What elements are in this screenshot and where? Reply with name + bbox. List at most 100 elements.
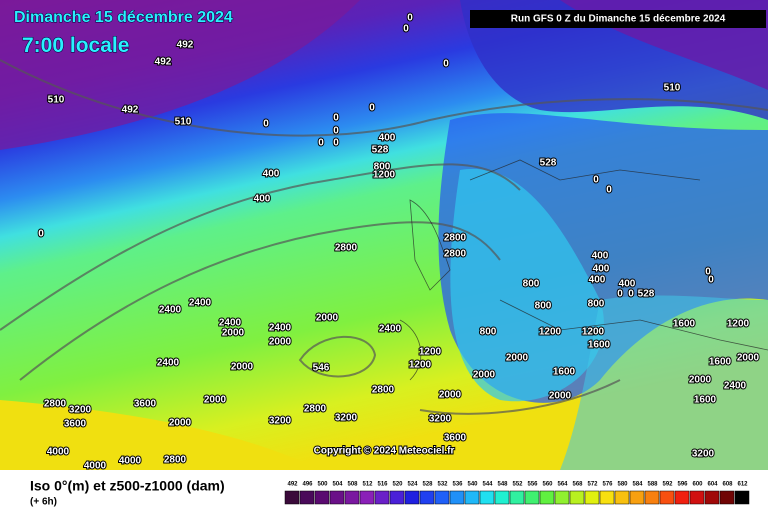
contour-label: 1200 (373, 170, 396, 181)
contour-label: 0 (403, 24, 409, 35)
contour-label: 400 (619, 279, 636, 290)
legend-swatch (404, 490, 420, 505)
contour-label: 528 (540, 158, 557, 169)
contour-label: 800 (588, 299, 605, 310)
legend-label: 560 (542, 482, 553, 488)
contour-label: 492 (155, 57, 172, 68)
legend-label: 492 (287, 482, 298, 488)
contour-label: 2400 (159, 305, 182, 316)
contour (0, 59, 768, 137)
contour-label: 0 (407, 13, 413, 24)
legend-swatch (494, 490, 510, 505)
legend-swatch (374, 490, 390, 505)
contour-label: 510 (664, 83, 681, 94)
contour-label: 492 (177, 40, 194, 51)
legend-label: 508 (347, 482, 358, 488)
legend-swatch (719, 490, 735, 505)
contour (19, 221, 501, 381)
contour-label: 1600 (553, 367, 576, 378)
legend-label: 568 (572, 482, 583, 488)
legend-label: 504 (332, 482, 343, 488)
contour-label: 0 (628, 289, 634, 300)
run-box (470, 10, 766, 28)
contour-label: 0 (333, 113, 339, 124)
warm-zone (0, 400, 320, 470)
date-label: Dimanche 15 décembre 2024 (14, 9, 233, 26)
legend-swatch (419, 490, 435, 505)
legend-swatch (524, 490, 540, 505)
contour-label: 1200 (582, 327, 605, 338)
contour-label: 4000 (84, 461, 107, 472)
legend-swatch (704, 490, 720, 505)
contour-label: 2800 (44, 399, 67, 410)
legend-swatch (734, 490, 750, 505)
legend-label: 592 (662, 482, 673, 488)
time-label: 7:00 locale (22, 34, 129, 57)
contour-label: 2400 (724, 381, 747, 392)
legend: 492 496 500 504 508 512 516 520 524 528 532 536 540 5… (284, 482, 750, 505)
contour-label: 2800 (164, 455, 187, 466)
legend-label: 588 (647, 482, 658, 488)
legend-swatch (569, 490, 585, 505)
legend-swatch (449, 490, 465, 505)
contour-label: 1200 (727, 319, 750, 330)
legend-label: 544 (482, 482, 493, 488)
legend-swatch (629, 490, 645, 505)
legend-swatch (434, 490, 450, 505)
contour (298, 335, 377, 378)
legend-label: 608 (722, 482, 733, 488)
contour-label: 800 (535, 301, 552, 312)
contour-label: 2000 (316, 313, 339, 324)
contour-label: 510 (175, 117, 192, 128)
contour-label: 400 (589, 275, 606, 286)
contour-label: 2000 (737, 353, 760, 364)
contour-label: 2000 (231, 362, 254, 373)
contour-label: 0 (606, 185, 612, 196)
contour-label: 2800 (444, 233, 467, 244)
legend-swatch (344, 490, 360, 505)
contour-label: 4000 (47, 447, 70, 458)
contour-label: 0 (263, 119, 269, 130)
contour-label: 400 (263, 169, 280, 180)
legend-swatch (359, 490, 375, 505)
contour-label: 2000 (169, 418, 192, 429)
legend-swatch (599, 490, 615, 505)
contour-label: 2000 (549, 391, 572, 402)
contour-label: 2000 (689, 375, 712, 386)
legend-swatch (464, 490, 480, 505)
low-pressure (0, 0, 360, 150)
contour-label: 0 (705, 267, 711, 278)
legend-label: 576 (602, 482, 613, 488)
legend-label: 612 (737, 482, 748, 488)
copyright: Copyright © 2024 Meteociel.fr (314, 446, 455, 457)
contour-label: 400 (593, 264, 610, 275)
contour-label: 510 (48, 95, 65, 106)
legend-label: 496 (302, 482, 313, 488)
contour-label: 0 (708, 275, 714, 286)
contour-label: 1200 (419, 347, 442, 358)
legend-swatch (614, 490, 630, 505)
contour-label: 0 (369, 103, 375, 114)
contour-label: 2000 (269, 337, 292, 348)
contour-label: 800 (523, 279, 540, 290)
contour-label: 2000 (506, 353, 529, 364)
contour-label: 2400 (269, 323, 292, 334)
legend-swatch (539, 490, 555, 505)
legend-label: 564 (557, 482, 568, 488)
contour-label: 1200 (539, 327, 562, 338)
contour-label: 3200 (692, 449, 715, 460)
contour-label: 400 (379, 133, 396, 144)
legend-swatch (314, 490, 330, 505)
contour-label: 2800 (335, 243, 358, 254)
contour-label: 2400 (157, 358, 180, 369)
coastline (399, 159, 768, 381)
cool-zone (450, 168, 604, 402)
legend-label: 596 (677, 482, 688, 488)
contour-label: 2000 (439, 390, 462, 401)
contour-label: 2800 (304, 404, 327, 415)
legend-label: 532 (437, 482, 448, 488)
contour-label: 3200 (429, 414, 452, 425)
legend-label: 552 (512, 482, 523, 488)
